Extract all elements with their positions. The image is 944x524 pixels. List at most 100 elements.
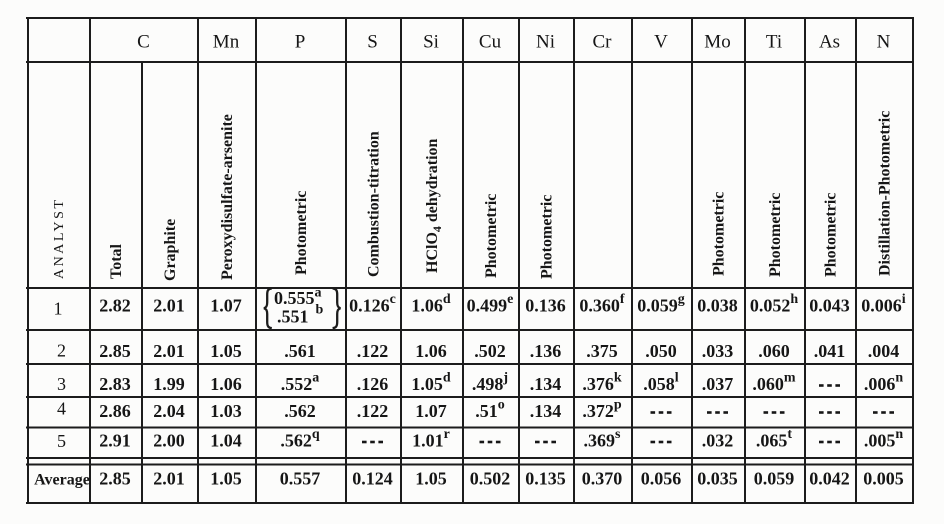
svg-text:1.05: 1.05 <box>415 469 447 489</box>
svg-text:.134: .134 <box>530 401 562 421</box>
svg-text:1.07: 1.07 <box>415 401 447 421</box>
svg-text:0.557: 0.557 <box>280 469 321 489</box>
svg-text:Photometric: Photometric <box>293 191 310 275</box>
svg-text:2.85: 2.85 <box>99 469 131 489</box>
svg-text:.562q: .562q <box>280 427 320 451</box>
svg-text:2.01: 2.01 <box>153 469 185 489</box>
svg-text:.51o: .51o <box>475 398 505 422</box>
svg-text:.006n: .006n <box>864 371 904 395</box>
svg-text:2: 2 <box>57 341 66 361</box>
svg-text:2.00: 2.00 <box>153 431 185 451</box>
svg-text:Ti: Ti <box>766 32 782 53</box>
svg-text:0.056: 0.056 <box>641 469 682 489</box>
svg-text:HClO4 dehydration: HClO4 dehydration <box>424 138 444 273</box>
svg-text:Combustion-titration: Combustion-titration <box>366 131 383 277</box>
svg-text:.561: .561 <box>284 341 316 361</box>
svg-text:2.83: 2.83 <box>99 374 131 394</box>
svg-text:.134: .134 <box>530 374 562 394</box>
svg-text:1.05: 1.05 <box>210 341 242 361</box>
svg-text:.060: .060 <box>758 341 790 361</box>
svg-text:Si: Si <box>423 32 439 53</box>
svg-text:0.360f: 0.360f <box>579 292 625 316</box>
svg-text:.041: .041 <box>814 341 846 361</box>
svg-text:0.370: 0.370 <box>582 469 623 489</box>
svg-text:3: 3 <box>57 374 66 394</box>
svg-text:0.052h: 0.052h <box>750 292 799 316</box>
svg-text:.369s: .369s <box>584 427 622 451</box>
svg-text:1.07: 1.07 <box>210 296 242 316</box>
svg-text:5: 5 <box>57 431 66 451</box>
svg-text:Photometric: Photometric <box>711 192 728 276</box>
svg-text:.372p: .372p <box>582 398 622 422</box>
svg-text:1.03: 1.03 <box>210 401 242 421</box>
svg-text:0.059: 0.059 <box>754 469 795 489</box>
svg-text:0.555a: 0.555a <box>274 286 322 309</box>
svg-text:0.126c: 0.126c <box>349 292 396 316</box>
svg-text:Graphite: Graphite <box>162 219 179 281</box>
svg-text:Total: Total <box>108 243 125 279</box>
svg-text:2.82: 2.82 <box>99 296 131 316</box>
svg-text:.502: .502 <box>474 341 506 361</box>
svg-text:Ni: Ni <box>536 32 555 53</box>
svg-text:0.006i: 0.006i <box>861 292 906 316</box>
svg-text:0.005: 0.005 <box>863 469 904 489</box>
svg-text:1.01r: 1.01r <box>412 427 450 451</box>
svg-text:.562: .562 <box>284 401 316 421</box>
svg-text:.376k: .376k <box>582 371 622 395</box>
svg-text:.037: .037 <box>702 374 734 394</box>
svg-text:0.136: 0.136 <box>525 296 566 316</box>
svg-text:.058l: .058l <box>643 371 679 395</box>
svg-text:2.91: 2.91 <box>99 431 131 451</box>
svg-text:Distillation-Photometric: Distillation-Photometric <box>877 111 894 276</box>
svg-text:Photometric: Photometric <box>539 195 556 279</box>
svg-text:C: C <box>137 32 150 53</box>
svg-text:2.01: 2.01 <box>153 341 185 361</box>
svg-text:2.04: 2.04 <box>153 401 185 421</box>
svg-text:As: As <box>819 32 840 53</box>
svg-text:Mo: Mo <box>704 32 730 53</box>
svg-text:.552a: .552a <box>281 371 320 395</box>
svg-text:1.06: 1.06 <box>415 341 447 361</box>
svg-text:.498j: .498j <box>472 371 508 395</box>
svg-text:.005n: .005n <box>864 427 904 451</box>
svg-text:1.05d: 1.05d <box>411 371 451 395</box>
svg-text:ANALYST: ANALYST <box>52 198 67 279</box>
svg-text:.122: .122 <box>357 341 389 361</box>
svg-text:Cr: Cr <box>593 32 613 53</box>
svg-text:.122: .122 <box>357 401 389 421</box>
svg-text:1: 1 <box>54 299 63 319</box>
svg-text:0.499e: 0.499e <box>467 292 514 316</box>
svg-text:Mn: Mn <box>213 32 240 53</box>
svg-text:.033: .033 <box>702 341 734 361</box>
svg-text:.004: .004 <box>868 341 900 361</box>
svg-text:0.038: 0.038 <box>697 296 738 316</box>
svg-text:Cu: Cu <box>479 32 502 53</box>
svg-text:4: 4 <box>57 399 66 419</box>
svg-text:N: N <box>877 32 891 53</box>
svg-text:1.99: 1.99 <box>153 374 185 394</box>
svg-text:1.06d: 1.06d <box>411 292 451 316</box>
svg-text:0.059g: 0.059g <box>637 292 685 316</box>
svg-text:Photometric: Photometric <box>767 193 784 277</box>
svg-text:.032: .032 <box>702 431 734 451</box>
svg-text:.065t: .065t <box>756 427 793 451</box>
svg-text:2.85: 2.85 <box>99 341 131 361</box>
svg-text:Peroxydisulfate-arsenite: Peroxydisulfate-arsenite <box>219 114 236 280</box>
svg-text:0.043: 0.043 <box>809 296 850 316</box>
svg-text:0.035: 0.035 <box>697 469 738 489</box>
svg-text:0.042: 0.042 <box>809 469 850 489</box>
svg-text:.136: .136 <box>530 341 562 361</box>
svg-text:2.86: 2.86 <box>99 401 131 421</box>
svg-text:Average: Average <box>34 472 90 489</box>
svg-text:1.05: 1.05 <box>210 469 242 489</box>
svg-text:S: S <box>367 32 378 53</box>
svg-text:1.04: 1.04 <box>210 431 242 451</box>
svg-text:P: P <box>295 32 306 53</box>
svg-text:.050: .050 <box>645 341 677 361</box>
svg-text:.126: .126 <box>357 374 389 394</box>
svg-text:Photometric: Photometric <box>483 194 500 278</box>
svg-text:0.502: 0.502 <box>470 469 511 489</box>
svg-text:Photometric: Photometric <box>823 193 840 277</box>
svg-text:.375: .375 <box>586 341 618 361</box>
svg-text:2.01: 2.01 <box>153 296 185 316</box>
